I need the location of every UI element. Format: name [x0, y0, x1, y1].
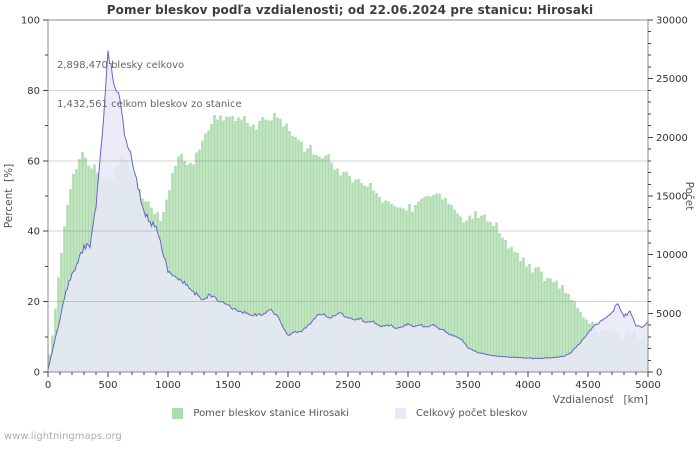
svg-text:2500: 2500 [335, 380, 360, 391]
y-axis-label-right: Počet [683, 182, 695, 211]
svg-text:1000: 1000 [155, 380, 180, 391]
x-axis-label: Vzdialenosť [km] [553, 394, 648, 406]
strike-totals-annotation: 2,898,470 blesky celkovo 1,432,561 celko… [57, 33, 242, 137]
svg-text:3500: 3500 [455, 380, 480, 391]
svg-text:20000: 20000 [656, 133, 688, 144]
svg-text:0: 0 [656, 368, 662, 379]
count-area [48, 50, 648, 372]
svg-text:5000: 5000 [635, 380, 660, 391]
svg-text:4500: 4500 [575, 380, 600, 391]
axis-titles: Percent [%] Počet Vzdialenosť [km] [3, 164, 695, 406]
svg-text:100: 100 [21, 16, 40, 27]
svg-text:500: 500 [98, 380, 117, 391]
svg-text:0: 0 [34, 368, 40, 379]
svg-text:20: 20 [27, 297, 40, 308]
svg-text:10000: 10000 [656, 250, 688, 261]
svg-text:2000: 2000 [275, 380, 300, 391]
ticks-and-tick-labels: 0204060801000500010000150002000025000300… [21, 16, 688, 392]
svg-text:5000: 5000 [656, 309, 681, 320]
svg-text:15000: 15000 [656, 192, 688, 203]
gridlines [48, 89, 648, 303]
watermark-url: www.lightningmaps.org [4, 431, 122, 442]
svg-text:80: 80 [27, 86, 40, 97]
svg-text:3000: 3000 [395, 380, 420, 391]
svg-text:25000: 25000 [656, 74, 688, 85]
annotation-total-strikes: 2,898,470 blesky celkovo [57, 60, 185, 71]
count-line [47, 50, 649, 370]
svg-text:30000: 30000 [656, 16, 688, 27]
svg-text:4000: 4000 [515, 380, 540, 391]
total-count-legend-label: Celkový počet bleskov [415, 408, 528, 419]
svg-text:60: 60 [27, 156, 40, 167]
station-ratio-legend-label: Pomer bleskov stanice Hirosaki [193, 408, 349, 419]
chart-title: Pomer bleskov podľa vzdialenosti; od 22.… [106, 3, 594, 17]
svg-text:0: 0 [45, 380, 51, 391]
y-axis-label-left: Percent [%] [3, 164, 15, 228]
legend: Pomer bleskov stanice Hirosaki Celkový p… [0, 408, 700, 419]
station-ratio-legend-swatch [172, 408, 184, 419]
svg-text:1500: 1500 [215, 380, 240, 391]
svg-text:40: 40 [27, 227, 40, 238]
annotation-station-strikes: 1,432,561 celkom bleskov zo stanice [57, 99, 242, 110]
total-count-legend-swatch [394, 408, 406, 419]
